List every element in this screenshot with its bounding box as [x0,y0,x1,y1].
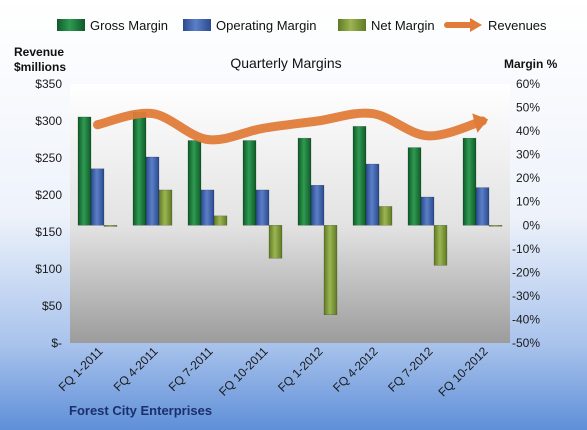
y-right-tick-label: 60% [516,77,540,91]
operating-margin-bar [420,196,435,226]
legend-swatch-net-margin [338,19,366,31]
net-margin-bar [213,215,228,226]
y-left-tick-label: $200 [35,188,62,202]
y-left-tick-label: $150 [35,225,62,239]
chart-title: Quarterly Margins [230,55,341,71]
revenue-series [93,108,489,145]
legend: Gross Margin Operating Margin Net Margin… [57,18,547,33]
net-margin-bar [323,225,338,315]
operating-margin-bar [255,189,270,226]
legend-label-operating-margin: Operating Margin [216,18,316,33]
net-margin-bar [103,225,118,227]
operating-margin-bar [200,189,215,226]
y-right-tick-label: 0% [523,218,541,232]
y-right-tick-labels: -50% -40% -30% -20% -10% 0% 10% 20% 30% 40% 50% 60% [512,77,540,350]
net-margin-bar [268,225,283,259]
y-left-tick-label: $100 [35,262,62,276]
y-left-tick-label: $350 [35,77,62,91]
revenue-line [93,108,487,145]
operating-margin-bar [475,187,490,226]
y-right-tick-label: -10% [512,242,540,256]
gross-margin-bar [462,137,477,226]
legend-label-gross-margin: Gross Margin [90,18,168,33]
net-margin-bar [158,189,173,226]
y-right-tick-label: 50% [516,101,540,115]
legend-swatch-gross-margin [57,19,85,31]
gross-margin-bar [187,140,202,226]
y-right-tick-label: -30% [512,289,540,303]
y-right-tick-label: 30% [516,148,540,162]
legend-label-net-margin: Net Margin [371,18,435,33]
y-left-axis-title-line1: Revenue [14,45,64,59]
y-right-tick-label: 10% [516,195,540,209]
y-left-tick-labels: $- $50 $100 $150 $200 $250 $300 $350 [35,77,62,350]
company-name: Forest City Enterprises [69,403,212,418]
gross-margin-bar [77,116,92,226]
operating-margin-bar [145,156,160,226]
y-right-tick-label: 40% [516,124,540,138]
gross-margin-bar [407,147,422,226]
gross-margin-bar [352,126,367,226]
revenue-line-arrowhead [472,113,489,133]
operating-margin-bar [310,184,325,226]
y-right-tick-label: -40% [512,312,540,326]
y-left-tick-label: $300 [35,114,62,128]
gross-margin-bar [297,137,312,226]
y-left-tick-label: $- [51,336,62,350]
y-right-tick-label: -50% [512,336,540,350]
legend-label-revenues: Revenues [488,18,547,33]
y-left-axis-title-line2: $millions [14,60,66,74]
net-margin-bar [433,225,448,266]
operating-margin-bar [365,163,380,226]
gross-margin-bar [242,140,257,226]
y-left-tick-label: $50 [42,299,62,313]
legend-swatch-revenues-arrowhead [470,18,482,32]
y-left-tick-label: $250 [35,151,62,165]
net-margin-bar [378,206,393,226]
net-margin-bar [488,225,503,227]
y-right-tick-label: -20% [512,265,540,279]
gross-margin-bar [132,112,147,226]
y-right-tick-label: 20% [516,171,540,185]
operating-margin-bar [90,168,105,226]
bar-marks [77,112,503,315]
legend-swatch-operating-margin [183,19,211,31]
y-right-axis-title: Margin % [504,57,558,71]
